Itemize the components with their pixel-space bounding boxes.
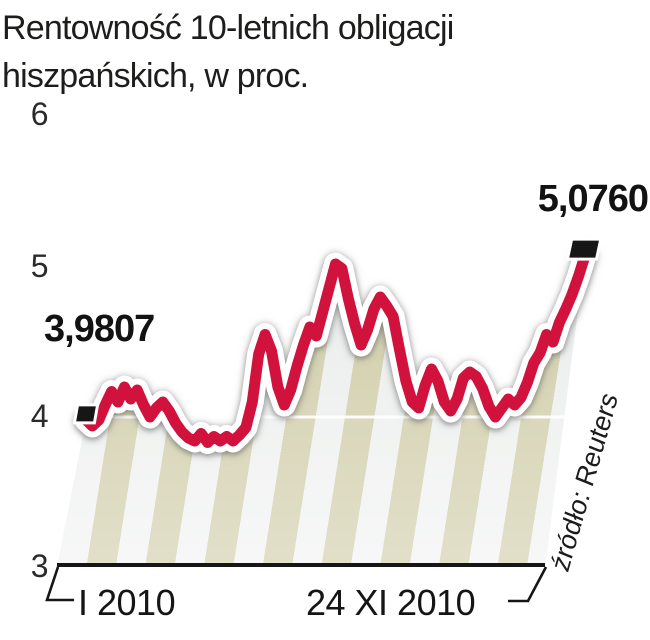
start-value-label: 3,9807 bbox=[44, 308, 155, 350]
y-tick-6: 6 bbox=[30, 96, 49, 132]
x-axis-label-end: 24 XI 2010 bbox=[306, 582, 476, 623]
chart-title-line2: hiszpańskich, w proc. bbox=[2, 57, 309, 95]
x-axis-label-start: I 2010 bbox=[78, 582, 176, 623]
x-axis-bracket-right bbox=[508, 566, 548, 603]
yield-line bbox=[80, 250, 591, 448]
x-axis-bracket-left bbox=[45, 566, 74, 602]
end-point-marker bbox=[565, 237, 603, 261]
chart-title-line1: Rentowność 10-letnich obligacji bbox=[2, 9, 454, 47]
y-tick-4: 4 bbox=[30, 398, 49, 434]
y-tick-5: 5 bbox=[30, 248, 49, 284]
chart-title: Rentowność 10-letnich obligacji hiszpańs… bbox=[2, 4, 454, 100]
y-tick-3: 3 bbox=[30, 548, 49, 584]
end-value-label: 5,0760 bbox=[537, 178, 649, 220]
start-point-marker bbox=[72, 403, 100, 425]
